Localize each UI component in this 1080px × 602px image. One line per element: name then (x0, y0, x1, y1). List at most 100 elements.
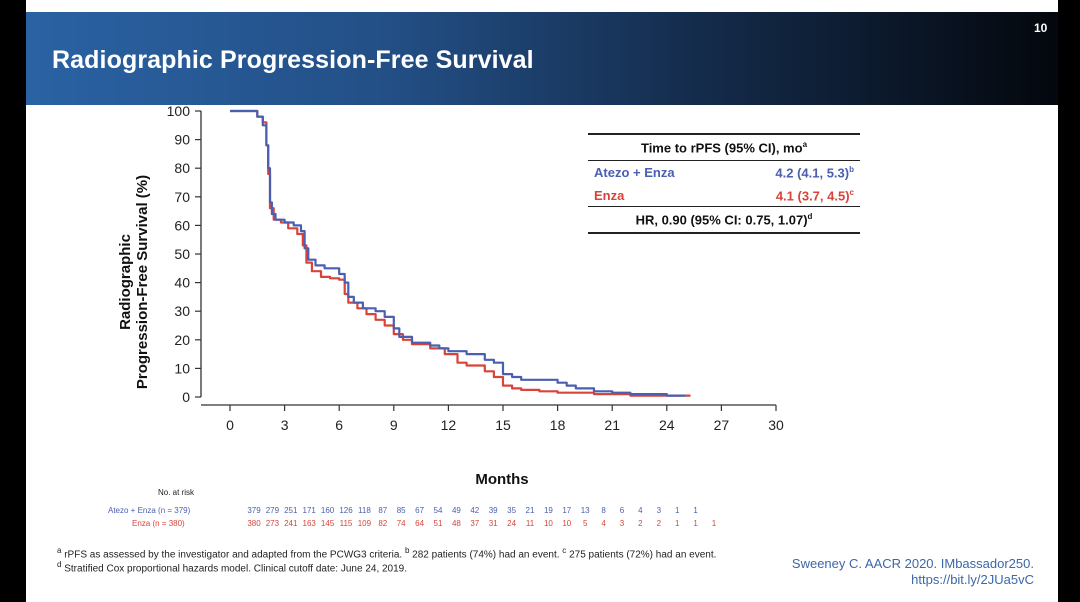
legend-row-atezo-enza: Atezo + Enza 4.2 (4.1, 5.3)b (588, 161, 860, 183)
legend-row-enza: Enza 4.1 (3.7, 4.5)c (588, 184, 860, 207)
series-layer (230, 109, 691, 397)
at-risk-value: 4 (638, 506, 643, 515)
footnote-line-2: d Stratified Cox proportional hazards mo… (57, 560, 407, 574)
at-risk-value: 2 (638, 519, 643, 528)
at-risk-value: 380 (247, 519, 261, 528)
at-risk-value: 8 (601, 506, 606, 515)
at-risk-value: 1 (712, 519, 717, 528)
at-risk-value: 13 (581, 506, 590, 515)
at-risk-value: 31 (489, 519, 498, 528)
x-tick-label: 0 (226, 417, 234, 433)
footnote-sup-d: d (57, 560, 62, 569)
citation-link[interactable]: https://bit.ly/2JUa5vC (911, 572, 1034, 587)
at-risk-value: 279 (266, 506, 280, 515)
at-risk-value: 49 (452, 506, 461, 515)
y-tick-label: 20 (174, 332, 190, 348)
at-risk-value: 171 (303, 506, 317, 515)
slide: Radiographic Progression-Free Survival 1… (26, 0, 1058, 602)
at-risk-value: 10 (544, 519, 553, 528)
legend-row-value: 4.2 (4.1, 5.3) (775, 165, 850, 181)
at-risk-value: 64 (415, 519, 424, 528)
at-risk-value: 1 (693, 506, 698, 515)
x-tick-label: 21 (604, 417, 620, 433)
x-tick-label: 24 (659, 417, 675, 433)
at-risk-value: 241 (284, 519, 298, 528)
y-tick-label: 40 (174, 275, 190, 291)
footnote-c: 275 patients (72%) had an event. (566, 549, 717, 561)
y-tick-label: 80 (174, 160, 190, 176)
y-axis-label-line2: Progression-Free Survival (%) (134, 175, 151, 389)
legend-header-sup: a (802, 140, 808, 149)
footnote-sup-b: b (404, 546, 410, 555)
at-risk-value: 2 (657, 519, 662, 528)
page-number: 10 (1034, 21, 1048, 35)
at-risk-value: 67 (415, 506, 424, 515)
at-risk-value: 39 (489, 506, 498, 515)
y-tick-label: 90 (174, 132, 190, 148)
at-risk-value: 160 (321, 506, 335, 515)
at-risk-value: 48 (452, 519, 461, 528)
footnote-sup-c: c (562, 546, 567, 555)
y-tick-label: 70 (174, 189, 190, 205)
legend-row-sup: b (849, 165, 854, 175)
footnote-b: 282 patients (74%) had an event. (409, 549, 563, 561)
at-risk-value: 3 (657, 506, 662, 515)
at-risk-value: 251 (284, 506, 298, 515)
slide-title: Radiographic Progression-Free Survival (52, 46, 534, 74)
at-risk-value: 17 (562, 506, 571, 515)
at-risk-value: 145 (321, 519, 335, 528)
at-risk-values: 379 279 251 171 160 126 118 87 85 67 54 49 42 39 35 21 1… (247, 506, 716, 528)
legend-row-name: Atezo + Enza (594, 165, 675, 181)
x-tick-label: 12 (441, 417, 457, 433)
at-risk-value: 109 (358, 519, 372, 528)
at-risk-value: 1 (675, 519, 680, 528)
at-risk-value: 74 (397, 519, 406, 528)
legend-header-text: Time to rPFS (95% CI), mo (640, 140, 803, 156)
at-risk-value: 54 (434, 506, 443, 515)
y-tick-label: 10 (174, 360, 190, 376)
at-risk-value: 10 (562, 519, 571, 528)
footnote-sup-a: a (57, 546, 62, 555)
at-risk-label-atezo: Atezo + Enza (n = 379) (108, 506, 191, 515)
at-risk-value: 3 (620, 519, 625, 528)
y-tick-label: 60 (174, 217, 190, 233)
legend-row-name: Enza (594, 187, 625, 203)
at-risk-value: 51 (434, 519, 443, 528)
at-risk-value: 21 (526, 506, 535, 515)
x-tick-label: 30 (768, 417, 784, 433)
at-risk-value: 11 (526, 519, 535, 528)
at-risk-value: 118 (358, 506, 371, 515)
footnote-d: Stratified Cox proportional hazards mode… (61, 563, 408, 575)
x-tick-label: 27 (714, 417, 730, 433)
y-tick-label: 0 (182, 389, 190, 405)
footnote-line-1: a rPFS as assessed by the investigator a… (57, 546, 716, 560)
legend-table-header: Time to rPFS (95% CI), moa (588, 133, 860, 162)
x-tick-label: 3 (281, 417, 289, 433)
at-risk-value: 6 (620, 506, 625, 515)
citation-line-1: Sweeney C. AACR 2020. IMbassador250. (791, 556, 1034, 571)
x-tick-label: 6 (335, 417, 343, 433)
at-risk-value: 115 (340, 519, 353, 528)
legend-footer-sup: d (807, 211, 813, 221)
y-tick-label: 50 (174, 246, 190, 262)
at-risk-value: 82 (378, 519, 387, 528)
y-axis-label-line1: Radiographic (117, 234, 134, 330)
y-tick-label: 30 (174, 303, 190, 319)
series-line-atezo-enza (230, 109, 685, 397)
legend-row-value: 4.1 (3.7, 4.5) (775, 187, 850, 203)
at-risk-value: 5 (583, 519, 588, 528)
at-risk-value: 4 (601, 519, 606, 528)
at-risk-value: 273 (266, 519, 280, 528)
x-tick-label: 9 (390, 417, 398, 433)
at-risk-value: 85 (397, 506, 406, 515)
at-risk-value: 163 (303, 519, 317, 528)
at-risk-value: 126 (339, 506, 353, 515)
at-risk-label-enza: Enza (n = 380) (132, 519, 185, 528)
y-tick-label: 100 (167, 103, 191, 119)
at-risk-value: 1 (693, 519, 698, 528)
at-risk-title: No. at risk (158, 488, 195, 497)
axes: 0 10 20 30 40 50 60 70 80 90 100 0 3 6 9 12 15 18 21 24 27 30 (167, 103, 784, 433)
x-axis-label: Months (475, 471, 528, 488)
rpfs-legend-table: Time to rPFS (95% CI), moa Atezo + Enza … (588, 133, 860, 235)
